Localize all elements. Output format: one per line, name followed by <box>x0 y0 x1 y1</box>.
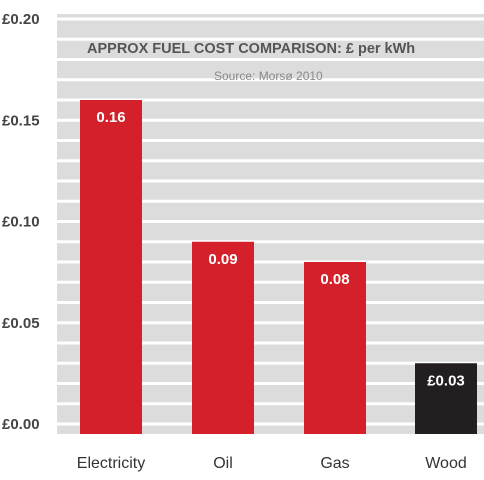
x-axis-categories: Electricity Oil Gas Wood <box>77 455 467 472</box>
y-tick-label: £0.20 <box>2 11 40 28</box>
bar-gas <box>304 262 366 434</box>
x-category-label: Wood <box>425 455 467 472</box>
bar-electricity <box>80 100 142 434</box>
value-label-oil: 0.09 <box>208 251 237 268</box>
y-tick-label: £0.00 <box>2 416 40 433</box>
bar-oil <box>192 241 254 434</box>
x-category-label: Gas <box>320 455 349 472</box>
chart-subtitle: Source: Morsø 2010 <box>214 69 323 83</box>
chart-title: APPROX FUEL COST COMPARISON: £ per kWh <box>87 41 415 57</box>
x-category-label: Electricity <box>77 455 145 472</box>
bar-wood <box>415 363 477 434</box>
x-category-label: Oil <box>213 455 233 472</box>
y-tick-label: £0.15 <box>2 112 40 129</box>
y-tick-label: £0.05 <box>2 315 40 332</box>
value-label-electricity: 0.16 <box>96 109 125 126</box>
value-label-wood: £0.03 <box>427 372 465 389</box>
value-label-gas: 0.08 <box>320 271 349 288</box>
bars <box>80 100 477 434</box>
y-axis-ticks: £0.00 £0.05 £0.10 £0.15 £0.20 <box>2 11 40 433</box>
y-tick-label: £0.10 <box>2 214 40 231</box>
value-labels: 0.16 0.09 0.08 £0.03 <box>96 109 464 389</box>
